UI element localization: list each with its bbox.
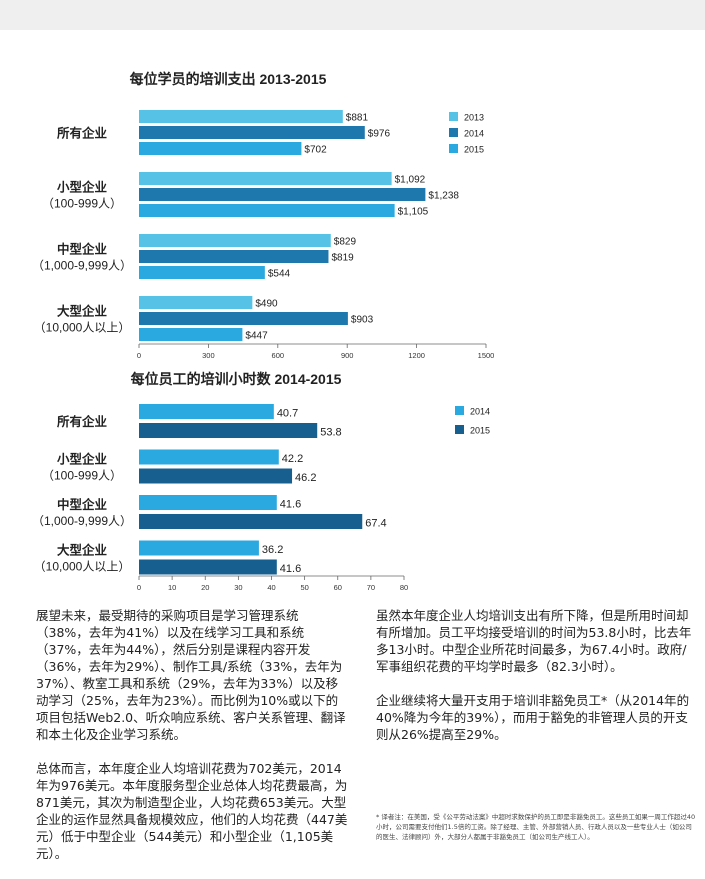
data-label: $1,238 [428,191,459,202]
bar-2013 [139,172,392,185]
data-label: $819 [331,253,354,264]
x-tick-label: 50 [300,583,308,592]
paragraph: 展望未来，最受期待的采购项目是学习管理系统（38%，去年为41%）以及在线学习工… [36,608,346,742]
category-sublabel: （100-999人） [42,197,122,211]
x-tick-label: 30 [234,583,242,592]
category-label: 所有企业 [57,126,108,141]
bar-2014 [139,495,277,510]
data-label: 42.2 [282,453,303,465]
data-label: $976 [368,129,391,140]
x-tick-label: 80 [400,583,408,592]
top-bar [0,0,705,30]
legend-swatch [449,128,458,137]
category-label: 中型企业 [57,497,108,512]
legend-label: 2015 [470,426,490,436]
x-tick-label: 70 [367,583,375,592]
bar-2013 [139,110,343,123]
category-sublabel: （1,000-9,999人） [32,514,132,528]
left-text-column: 展望未来，最受期待的采购项目是学习管理系统（38%，去年为41%）以及在线学习工… [36,607,348,879]
data-label: $1,092 [395,175,426,186]
bar-2014 [139,250,329,263]
x-tick-label: 0 [137,583,141,592]
x-tick-label: 60 [334,583,342,592]
x-tick-label: 1500 [478,351,495,360]
x-tick-label: 10 [168,583,176,592]
legend-label: 2013 [464,113,484,123]
data-label: 41.6 [280,499,301,511]
category-label: 所有企业 [57,414,108,429]
legend-swatch [449,144,458,153]
category-sublabel: （1,000-9,999人） [32,259,132,273]
data-label: 67.4 [365,518,386,530]
paragraph: 虽然本年度企业人均培训支出有所下降，但是所用时间却有所增加。员工平均接受培训的时… [376,608,692,674]
category-label: 小型企业 [56,180,108,195]
legend-swatch [455,425,464,434]
data-label: $702 [304,145,327,156]
data-label: 41.6 [280,563,301,575]
x-tick-label: 1200 [408,351,425,360]
legend-label: 2014 [464,129,484,139]
data-label: $490 [255,299,278,310]
category-sublabel: （10,000人以上） [34,560,131,574]
data-label: $447 [245,331,268,342]
x-tick-label: 0 [137,351,141,360]
bar-2015 [139,204,395,217]
data-label: 53.8 [320,427,341,439]
x-tick-label: 20 [201,583,209,592]
bar-2015 [139,328,243,341]
bar-2014 [139,404,274,419]
bar-2014 [139,312,348,325]
legend-swatch [455,406,464,415]
bar-2013 [139,234,331,247]
legend-label: 2015 [464,145,484,155]
x-tick-label: 300 [202,351,215,360]
data-label: $829 [334,237,357,248]
legend-swatch [449,112,458,121]
bar-2014 [139,188,426,201]
bar-2015 [139,142,302,155]
training-hours-chart: 每位员工的培训小时数 2014-2015 0 10 20 30 40 50 60 70 80 40.… [32,371,490,592]
category-sublabel: （100-999人） [42,469,122,483]
legend-label: 2014 [470,407,490,417]
category-label: 小型企业 [56,452,108,467]
bar-2014 [139,449,279,465]
bar-2015 [139,559,277,575]
bar-2014 [139,126,365,139]
data-label: 36.2 [262,544,283,556]
footnote: * 译者注：在美国，受《公平劳动法案》中超时求数保护的员工即是非豁免员工。这些员… [376,813,696,841]
right-text-column: 虽然本年度企业人均培训支出有所下降，但是所用时间却有所增加。员工平均接受培训的时… [376,607,696,760]
bar-2013 [139,296,253,309]
x-tick-label: 40 [267,583,275,592]
bar-2015 [139,423,318,438]
data-label: $903 [351,315,374,326]
category-label: 中型企业 [57,242,108,257]
category-sublabel: （10,000人以上） [34,321,131,335]
paragraph: 企业继续将大量开支用于培训非豁免员工*（从2014年的40%降为今年的39%），… [376,693,690,742]
bar-2015 [139,468,293,484]
category-label: 大型企业 [57,543,108,558]
chart-title: 每位学员的培训支出 2013-2015 [130,71,327,87]
x-tick-label: 900 [341,351,354,360]
training-spend-chart: 每位学员的培训支出 2013-2015 0 300 600 900 1200 1500 $88… [32,71,495,360]
bar-2015 [139,266,265,279]
bar-2015 [139,514,363,529]
bar-2014 [139,540,259,556]
category-label: 大型企业 [57,304,108,319]
data-label: $1,105 [398,207,429,218]
paragraph: 总体而言，本年度企业人均培训花费为702美元，2014年为976美元。本年度服务… [36,761,348,861]
data-label: $881 [346,113,369,124]
data-label: 40.7 [277,408,298,420]
data-label: $544 [268,269,291,280]
data-label: 46.2 [295,472,316,484]
x-tick-label: 600 [272,351,285,360]
chart-title: 每位员工的培训小时数 2014-2015 [131,371,342,387]
